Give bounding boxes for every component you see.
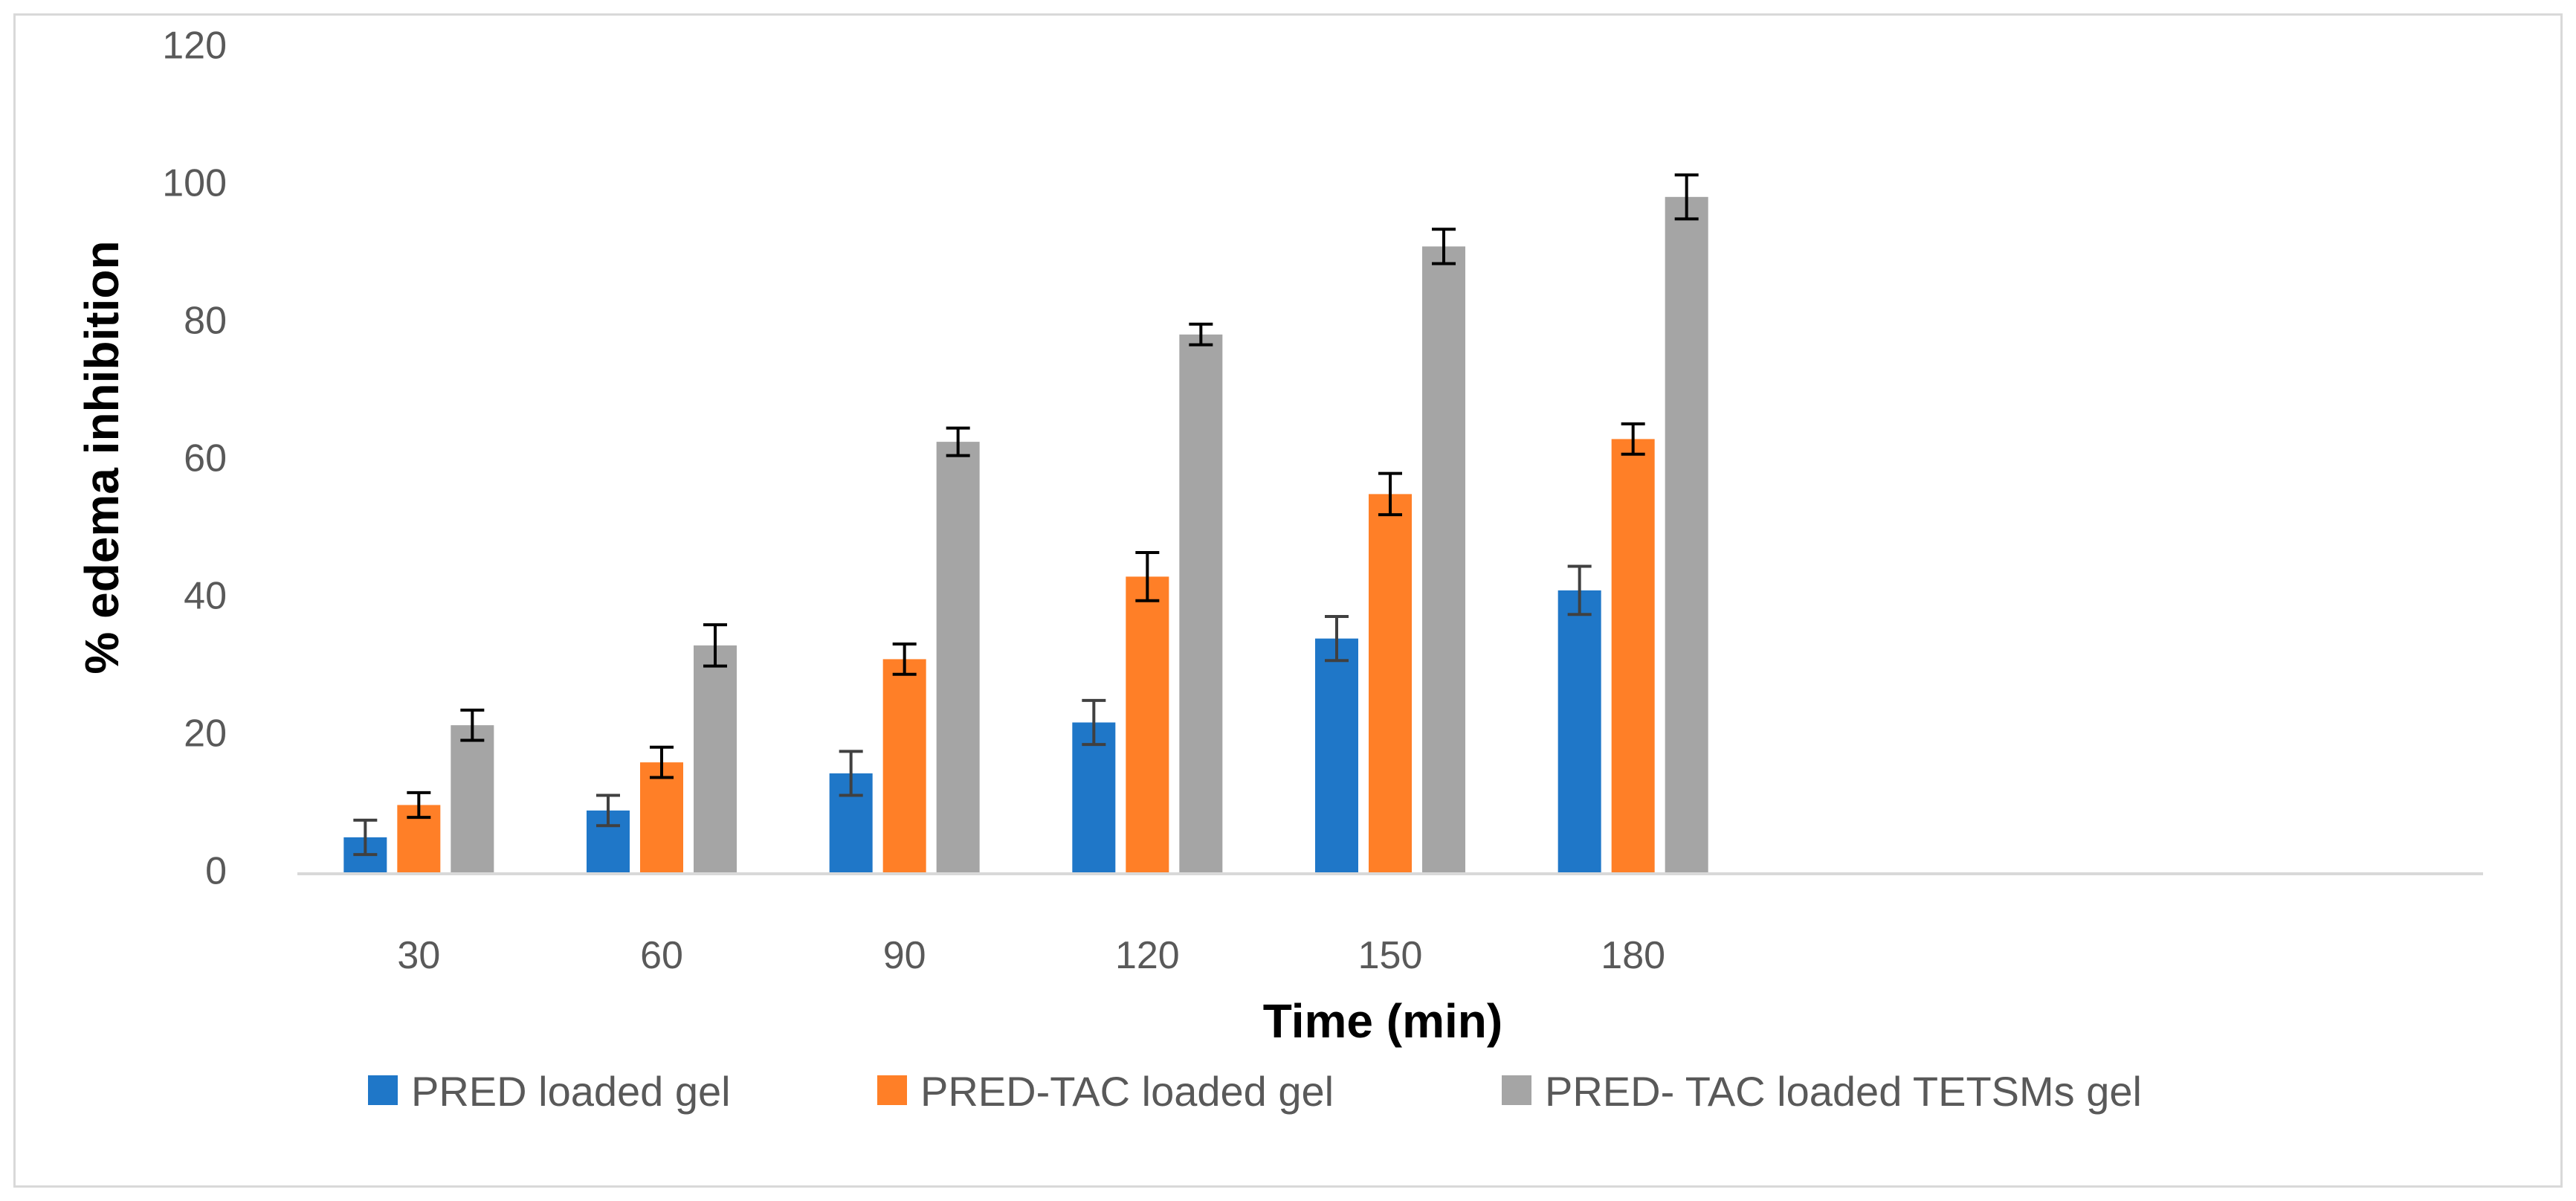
bar <box>451 725 494 874</box>
legend-label: PRED- TAC loaded TETSMs gel <box>1545 1068 2142 1115</box>
y-tick-labels: 0 20 40 60 80 100 120 <box>162 25 227 893</box>
legend: PRED loaded gel PRED-TAC loaded gel PRED- … <box>368 1068 2142 1115</box>
bar <box>1665 196 1708 874</box>
x-tick-label: 150 <box>1358 934 1423 977</box>
legend-swatch <box>877 1075 907 1105</box>
bar <box>1072 722 1116 874</box>
error-bar-group <box>353 173 1699 857</box>
x-axis-title: Time (min) <box>1263 994 1502 1048</box>
bar <box>936 442 980 874</box>
bar <box>694 645 737 874</box>
y-tick-label: 120 <box>162 25 227 68</box>
bar <box>1422 246 1465 874</box>
bar <box>1126 576 1169 874</box>
x-tick-label: 30 <box>397 934 440 977</box>
bar <box>1611 439 1655 874</box>
y-tick-label: 100 <box>162 162 227 205</box>
y-tick-label: 80 <box>184 300 227 343</box>
bar <box>882 659 926 874</box>
y-tick-label: 40 <box>184 575 227 618</box>
y-axis-title-group: % edema inhibition <box>75 240 129 674</box>
y-axis-title: % edema inhibition <box>75 240 129 674</box>
bar <box>1557 590 1601 874</box>
x-tick-label: 90 <box>883 934 926 977</box>
bar <box>1315 638 1358 874</box>
legend-swatch <box>368 1075 398 1105</box>
legend-label: PRED-TAC loaded gel <box>920 1068 1334 1115</box>
x-tick-label: 60 <box>640 934 683 977</box>
x-tick-label: 180 <box>1601 934 1665 977</box>
x-tick-label: 120 <box>1115 934 1180 977</box>
legend-label: PRED loaded gel <box>411 1068 731 1115</box>
bar <box>640 762 683 874</box>
x-tick-labels: 30 60 90 120 150 180 <box>397 934 1665 977</box>
bar-series-group <box>343 196 1708 874</box>
bar <box>1369 494 1412 874</box>
legend-swatch <box>1502 1075 1531 1105</box>
y-tick-label: 60 <box>184 437 227 480</box>
bar <box>1179 334 1223 874</box>
y-tick-label: 0 <box>205 850 227 893</box>
y-tick-label: 20 <box>184 712 227 756</box>
chart-frame <box>13 13 2563 1188</box>
